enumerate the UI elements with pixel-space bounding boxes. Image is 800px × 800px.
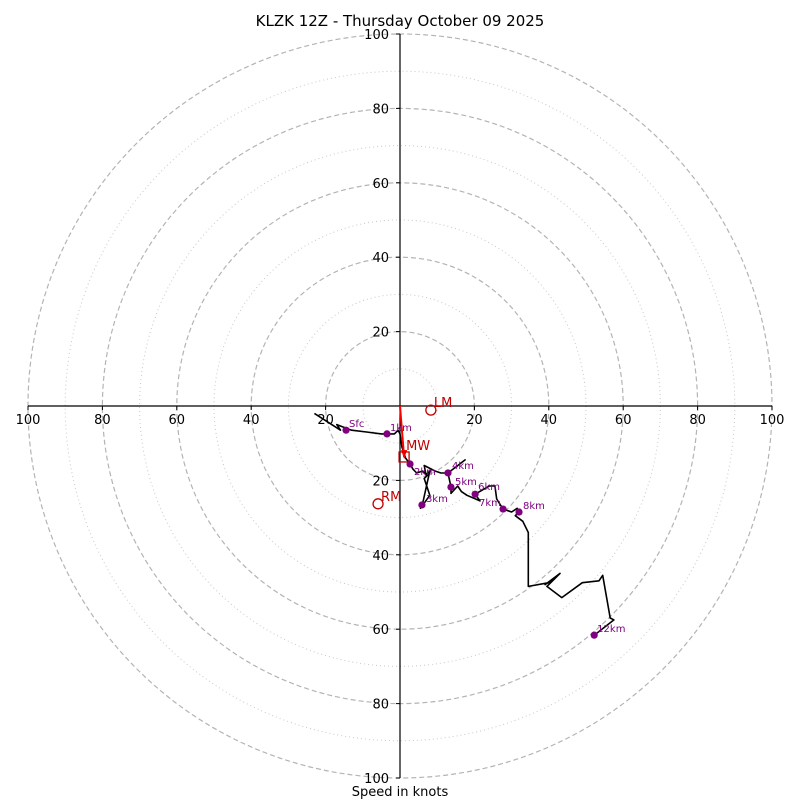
x-tick-label: 100 [760,413,785,428]
height-label-5km: 5km [455,477,477,488]
shear-vector-line [399,405,406,458]
x-tick-label: 40 [243,413,260,428]
height-marker-1km [383,430,391,438]
height-marker-6km [471,490,479,498]
height-marker-5km [447,483,455,491]
x-tick-label: 80 [689,413,706,428]
hodograph-trace-group [313,412,615,636]
mean-wind-marker [398,451,410,463]
right-mover-marker [372,498,384,510]
height-label-6km: 6km [478,482,500,493]
x-tick-label: 60 [615,413,632,428]
x-tick-label: 100 [16,413,41,428]
height-label-8km: 8km [523,501,545,512]
height-marker-4km [444,469,452,477]
height-marker-12km [590,631,598,639]
height-label-1km: 1km [390,423,412,434]
y-tick-label: 80 [372,698,389,713]
height-marker-2km [406,460,414,468]
mean-wind-label: MW [406,439,430,454]
height-label-7km: 7km [479,498,501,509]
height-markers: Sfc 1km 2km 3km 4km 5km 6km 7km 8km 12km [342,419,625,639]
y-tick-label: 80 [372,102,389,117]
x-axis-label: Speed in knots [352,785,449,800]
y-tick-label: 60 [372,177,389,192]
height-label-sfc: Sfc [349,419,364,430]
height-label-2km: 2km [414,467,436,478]
x-tick-label: 60 [169,413,186,428]
left-mover-label: LM [434,396,452,411]
chart-title: KLZK 12Z - Thursday October 09 2025 [256,12,545,30]
height-label-3km: 3km [426,494,448,505]
hodograph-line [313,412,615,636]
x-tick-label: 80 [94,413,111,428]
y-tick-label: 40 [372,549,389,564]
height-marker-sfc [342,426,350,434]
height-marker-7km [499,505,507,513]
y-tick-label: 40 [372,251,389,266]
y-tick-label: 60 [372,623,389,638]
height-label-12km: 12km [597,624,625,635]
y-tick-label: 20 [372,326,389,341]
height-marker-3km [418,501,426,509]
height-marker-8km [515,508,523,516]
right-mover-label: RM [381,490,401,505]
left-mover-marker [425,404,437,416]
y-tick-label: 100 [364,772,389,787]
y-tick-label: 100 [364,28,389,43]
x-tick-label: 20 [466,413,483,428]
x-tick-label: 40 [541,413,558,428]
height-label-4km: 4km [452,461,474,472]
y-tick-label: 20 [372,474,389,489]
storm-motion-group: LM RM MW [372,396,452,510]
